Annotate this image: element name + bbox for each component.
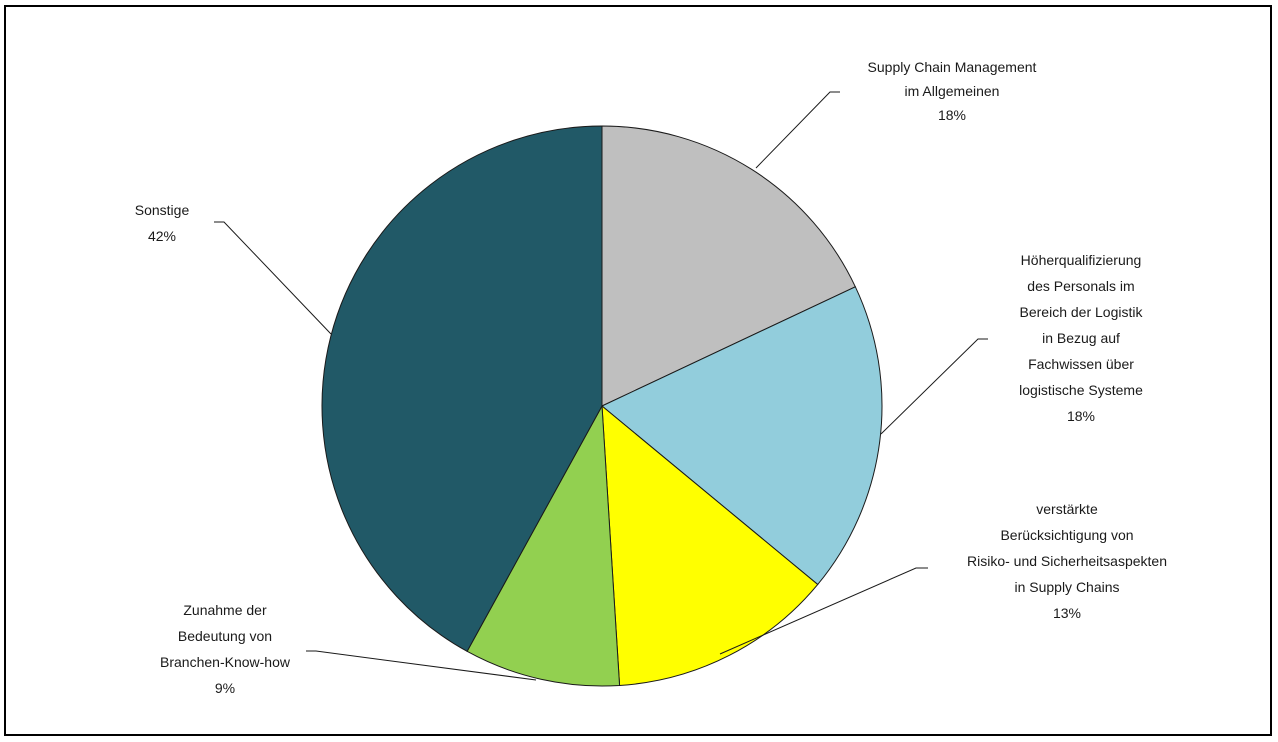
slice-label-line: Zunahme der: [183, 602, 267, 618]
leader-line-5: [214, 221, 332, 335]
leader-lines: [214, 91, 988, 681]
slice-label-line: Fachwissen über: [1028, 356, 1134, 372]
slice-label-3: verstärkte Berücksichtigung von Risiko- un…: [967, 501, 1167, 621]
slice-value-label: 18%: [938, 107, 966, 123]
slice-label-line: Berücksichtigung von: [1000, 527, 1133, 543]
pie-slice-4: [466, 404, 621, 687]
slice-label-line: logistische Systeme: [1019, 382, 1143, 398]
slice-label-2: Höherqualifizierung des Personals im Berei…: [1019, 252, 1143, 424]
pie-slice-5: [321, 125, 603, 653]
slice-label-line: verstärkte: [1036, 501, 1098, 517]
slice-label-line: Branchen-Know-how: [160, 654, 291, 670]
pie-slice-2: [601, 286, 883, 586]
slice-label-line: des Personals im: [1027, 278, 1134, 294]
slice-label-4: Zunahme der Bedeutung von Branchen-Know-ho…: [160, 602, 291, 696]
slice-label-line: in Supply Chains: [1014, 579, 1119, 595]
slice-label-5: Sonstige 42%: [135, 202, 190, 244]
slice-value-label: 42%: [148, 228, 176, 244]
slice-label-line: Bereich der Logistik: [1020, 304, 1144, 320]
leader-line-4: [306, 650, 537, 681]
slice-label-line: Risiko- und Sicherheitsaspekten: [967, 553, 1167, 569]
slice-value-label: 13%: [1053, 605, 1081, 621]
leader-line-3: [719, 567, 928, 655]
slice-label-line: im Allgemeinen: [905, 83, 1000, 99]
slice-labels: Supply Chain Management im Allgemeinen 18%…: [135, 59, 1167, 696]
pie-slice-3: [601, 404, 819, 686]
slice-label-1: Supply Chain Management im Allgemeinen 18%: [868, 59, 1037, 123]
pie-slices: [321, 125, 883, 687]
slice-label-line: Supply Chain Management: [868, 59, 1037, 75]
leader-line-1: [755, 91, 840, 169]
slice-value-label: 9%: [215, 680, 235, 696]
pie-slice-1: [601, 125, 857, 407]
slice-value-label: 18%: [1067, 408, 1095, 424]
slice-label-line: Bedeutung von: [178, 628, 272, 644]
slice-label-line: in Bezug auf: [1042, 330, 1120, 346]
slice-label-line: Höherqualifizierung: [1021, 252, 1142, 268]
slice-label-line: Sonstige: [135, 202, 190, 218]
leader-line-2: [880, 338, 988, 435]
